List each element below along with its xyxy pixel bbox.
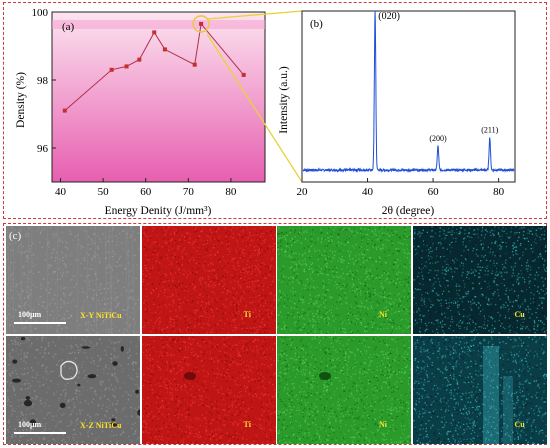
scale-bar (14, 432, 66, 434)
element-label: Ni (379, 420, 387, 429)
element-label: Cu (514, 310, 525, 319)
scale-bar-label: 100μm (18, 420, 42, 429)
scale-bar-label: 100μm (18, 310, 42, 319)
sample-label: X-Z NiTiCu (80, 421, 122, 430)
element-label: Cu (514, 420, 525, 429)
sample-label: X-Y NiTiCu (80, 311, 122, 320)
eds-map-ni (277, 336, 411, 444)
eds-map-cu (412, 336, 547, 444)
element-label: Ti (243, 420, 251, 429)
sem-image (6, 336, 140, 444)
scale-bar (14, 322, 66, 324)
element-label: Ti (243, 310, 251, 319)
panel-label-c: (c) (9, 230, 22, 242)
sem-image (6, 226, 140, 334)
eds-map-ti (141, 336, 276, 444)
eds-map-ti (141, 226, 276, 334)
bottom-panel-frame (3, 223, 547, 445)
eds-map-ni (277, 226, 411, 334)
top-panel-frame (3, 2, 547, 219)
element-label: Ni (379, 310, 387, 319)
eds-map-cu (412, 226, 547, 334)
